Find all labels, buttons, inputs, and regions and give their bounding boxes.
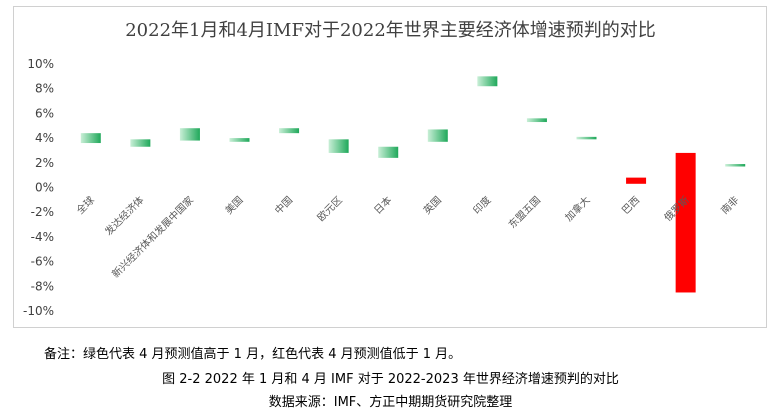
bar-9 [526, 118, 547, 123]
bar-12 [675, 152, 696, 293]
data-source: 数据来源：IMF、方正中期期货研究院整理 [268, 395, 513, 410]
bar-11 [626, 177, 647, 184]
y-tick-label: 4% [35, 131, 54, 145]
x-tick-label: 中国 [272, 193, 295, 216]
x-tick-label: 美国 [222, 193, 245, 216]
y-tick-label: -2% [31, 205, 54, 219]
bar-6 [378, 146, 399, 158]
figure-caption: 图 2-2 2022 年 1 月和 4 月 IMF 对于 2022-2023 年… [162, 372, 619, 387]
y-tick-label: -4% [31, 230, 54, 244]
x-tick-label: 巴西 [620, 194, 643, 217]
y-tick-label: 8% [35, 82, 54, 96]
chart-frame [13, 6, 767, 328]
bar-0 [80, 133, 101, 144]
y-tick-label: 2% [35, 156, 54, 170]
y-tick-label: -8% [31, 279, 54, 293]
x-tick-label: 发达经济体 [102, 193, 147, 238]
x-tick-label: 欧元区 [315, 194, 345, 224]
y-tick-label: 0% [35, 181, 54, 195]
bar-8 [477, 76, 498, 87]
x-tick-label: 英国 [421, 193, 444, 216]
y-tick-label: -6% [31, 255, 54, 269]
bar-10 [576, 136, 597, 140]
y-tick-label: 6% [35, 106, 54, 120]
bar-4 [279, 128, 300, 134]
x-tick-label: 南非 [718, 193, 741, 216]
bar-1 [130, 139, 151, 147]
x-tick-label: 印度 [470, 193, 493, 216]
chart-note: 备注：绿色代表 4 月预测值高于 1 月，红色代表 4 月预测值低于 1 月。 [44, 347, 462, 362]
bar-5 [328, 139, 349, 153]
y-tick-label: 10% [27, 57, 54, 71]
x-tick-label: 东盟五国 [506, 193, 543, 230]
x-tick-label: 日本 [371, 193, 394, 216]
bar-13 [725, 164, 746, 167]
x-tick-label: 加拿大 [562, 193, 592, 223]
x-tick-label: 新兴经济体和发展中国家 [109, 193, 196, 280]
y-tick-label: -10% [23, 304, 54, 318]
bar-2 [179, 128, 200, 141]
bar-3 [229, 138, 250, 142]
chart-plot: 10% 8% 6% 4% 2% 0% -2% -4% -6% -8% -10% 全球 发达经济体新兴经… [23, 57, 746, 318]
x-tick-label: 全球 [74, 193, 97, 216]
chart-title: 2022年1月和4月IMF对于2022年世界主要经济体增速预判的对比 [125, 20, 656, 41]
bar-7 [427, 129, 448, 142]
